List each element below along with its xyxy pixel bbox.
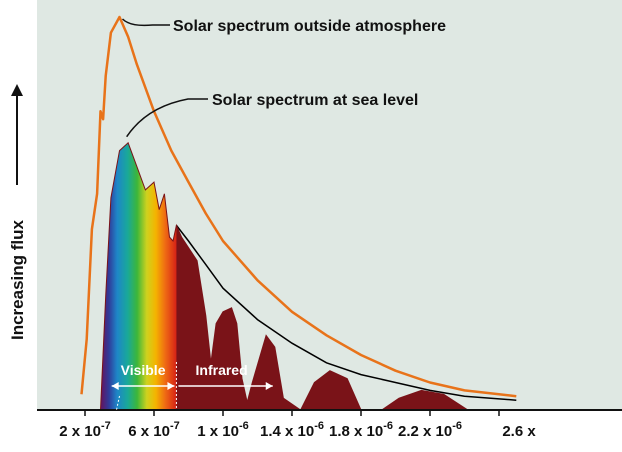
- x-tick-label: 2 x 10-7: [59, 420, 111, 440]
- sea-level-spectrum-fill: [100, 142, 517, 410]
- outside-atmosphere-leader: [121, 18, 170, 27]
- visible-band-label: Visible: [121, 362, 166, 378]
- curve-annotations: Solar spectrum outside atmosphere Solar …: [121, 18, 446, 138]
- x-axis-ticks: 2 x 10-7 6 x 10-7 1 x 10-6 1.4 x 10-6 1.8 x …: [59, 410, 536, 440]
- visible-arrowhead-left-icon: [111, 382, 119, 390]
- x-tick-label: 2.2 x 10-6: [398, 420, 462, 440]
- sea-level-spectrum-edge: [100, 141, 517, 410]
- infrared-arrowhead-icon: [265, 382, 273, 390]
- x-tick-label: 6 x 10-7: [128, 420, 180, 440]
- sea-level-envelope-line: [175, 224, 517, 401]
- outside-atmosphere-curve: [80, 15, 517, 398]
- sea-level-label: Solar spectrum at sea level: [212, 92, 418, 109]
- x-tick-label: 1.8 x 10-6: [329, 420, 393, 440]
- infrared-band-label: Infrared: [196, 362, 248, 378]
- y-axis-label: Increasing flux: [8, 219, 27, 340]
- y-axis-label-group: Increasing flux: [8, 84, 27, 340]
- outside-atmosphere-label: Solar spectrum outside atmosphere: [173, 18, 446, 35]
- x-tick-label: 1.4 x 10-6: [260, 420, 324, 440]
- visible-arrowhead-right-icon: [167, 382, 175, 390]
- band-annotations: Visible Infrared: [111, 362, 273, 411]
- sea-level-leader: [126, 98, 208, 138]
- x-tick-label: 2.6 x: [502, 423, 536, 440]
- x-tick-label: 1 x 10-6: [197, 420, 249, 440]
- y-axis-arrowhead-icon: [11, 84, 23, 96]
